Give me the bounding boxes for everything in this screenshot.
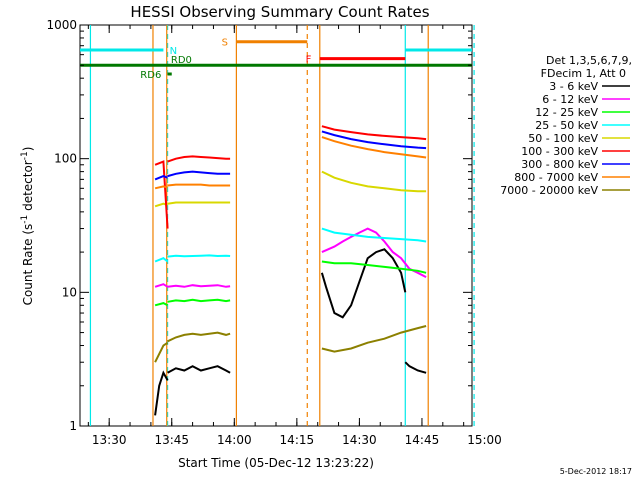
x-tick-label-7: 15:00 [467, 433, 502, 447]
series-line-6-3 [321, 125, 427, 141]
series-line-3-3 [321, 260, 427, 274]
series-line-7-1 [154, 175, 168, 181]
series-5 [154, 170, 427, 208]
series-line-5-2 [167, 201, 231, 205]
series-line-6-2 [167, 155, 231, 163]
x-ticks: 13:30 13:45 14:00 14:15 14:30 14:45 15:00 [87, 25, 502, 447]
series-line-9-3 [321, 325, 427, 353]
flag-bars: N S F RD6 RD0 [80, 38, 472, 81]
legend-label-2: 6 - 12 keV [542, 93, 598, 106]
y-ticks: 1 10 100 1000 [46, 18, 472, 433]
series-line-5-3 [321, 170, 427, 193]
x-tick-label-4: 14:15 [280, 433, 315, 447]
x-tick-label-2: 13:45 [154, 433, 189, 447]
series-line-4-1 [154, 257, 169, 263]
series-8 [154, 136, 427, 190]
series-line-2-1 [154, 283, 169, 288]
series-line-3-1 [154, 302, 169, 307]
legend-header-1: Det 1,3,5,6,7,9, [546, 54, 632, 67]
plot-area: N S F RD6 RD0 13:30 13:45 14:00 14:15 14:30 14:45… [46, 18, 501, 447]
legend-label-5: 50 - 100 keV [528, 132, 598, 145]
y-tick-label-4: 1000 [46, 18, 77, 32]
series-line-1-3 [320, 248, 407, 319]
series-3 [154, 260, 427, 307]
series-line-3-2 [167, 298, 231, 303]
x-axis-label: Start Time (05-Dec-12 13:23:22) [178, 456, 374, 470]
series-line-8-2 [167, 183, 231, 187]
legend-label-8: 800 - 7000 keV [514, 171, 598, 184]
series-line-8-3 [321, 136, 427, 159]
series-line-8-1 [154, 185, 168, 190]
series-line-6-1 [154, 160, 169, 229]
series-4 [154, 227, 427, 263]
flag-label-rd6: RD6 [140, 70, 161, 81]
legend-label-4: 25 - 50 keV [535, 119, 598, 132]
legend-header-2: FDecim 1, Att 0 [541, 67, 626, 80]
y-tick-label-1: 1 [69, 419, 77, 433]
series-9 [154, 325, 427, 363]
x-tick-label-3: 14:00 [217, 433, 252, 447]
y-axis-label-sup1: -1 [20, 215, 30, 224]
x-tick-label-5: 14:30 [342, 433, 377, 447]
series-line-7-2 [167, 170, 231, 178]
series-line-1-1 [154, 370, 169, 416]
series-7 [154, 130, 427, 181]
series-line-7-3 [321, 130, 427, 150]
footer-timestamp: 5-Dec-2012 18:17 [560, 467, 632, 476]
y-axis-label-mid: detector [21, 160, 35, 215]
series-1 [154, 248, 427, 416]
series-line-4-2 [167, 254, 231, 258]
legend-label-9: 7000 - 20000 keV [500, 184, 598, 197]
series-line-9-1 [154, 341, 169, 363]
legend-label-6: 100 - 300 keV [521, 145, 598, 158]
legend: Det 1,3,5,6,7,9, FDecim 1, Att 0 3 - 6 k… [500, 54, 632, 197]
y-axis-label-main: Count Rate (s [21, 224, 35, 306]
y-axis-label-end: ) [21, 147, 35, 152]
series-lines [154, 125, 427, 416]
y-axis-label: Count Rate (s-1 detector-1) [20, 147, 35, 306]
legend-label-7: 300 - 800 keV [521, 158, 598, 171]
series-line-4-3 [321, 227, 427, 243]
series-line-9-2 [167, 331, 231, 343]
series-line-1-4 [404, 361, 427, 374]
flag-text-label-rd0: RD0 [171, 55, 192, 66]
y-tick-label-3: 100 [54, 152, 77, 166]
x-tick-label-6: 14:45 [405, 433, 440, 447]
y-tick-label-2: 10 [62, 285, 77, 299]
series-6 [154, 125, 427, 229]
legend-label-3: 12 - 25 keV [535, 106, 598, 119]
flag-label-n: N [170, 46, 177, 57]
legend-label-1: 3 - 6 keV [549, 80, 598, 93]
series-line-1-2 [167, 365, 231, 374]
plot-frame [79, 24, 473, 427]
series-line-2-2 [167, 284, 231, 288]
x-tick-label-1: 13:30 [92, 433, 127, 447]
chart-title: HESSI Observing Summary Count Rates [130, 3, 429, 21]
flag-label-f: F [306, 55, 312, 66]
vertical-markers [89, 25, 475, 426]
flag-label-s: S [222, 38, 228, 49]
y-axis-label-sup2: -1 [20, 151, 30, 160]
